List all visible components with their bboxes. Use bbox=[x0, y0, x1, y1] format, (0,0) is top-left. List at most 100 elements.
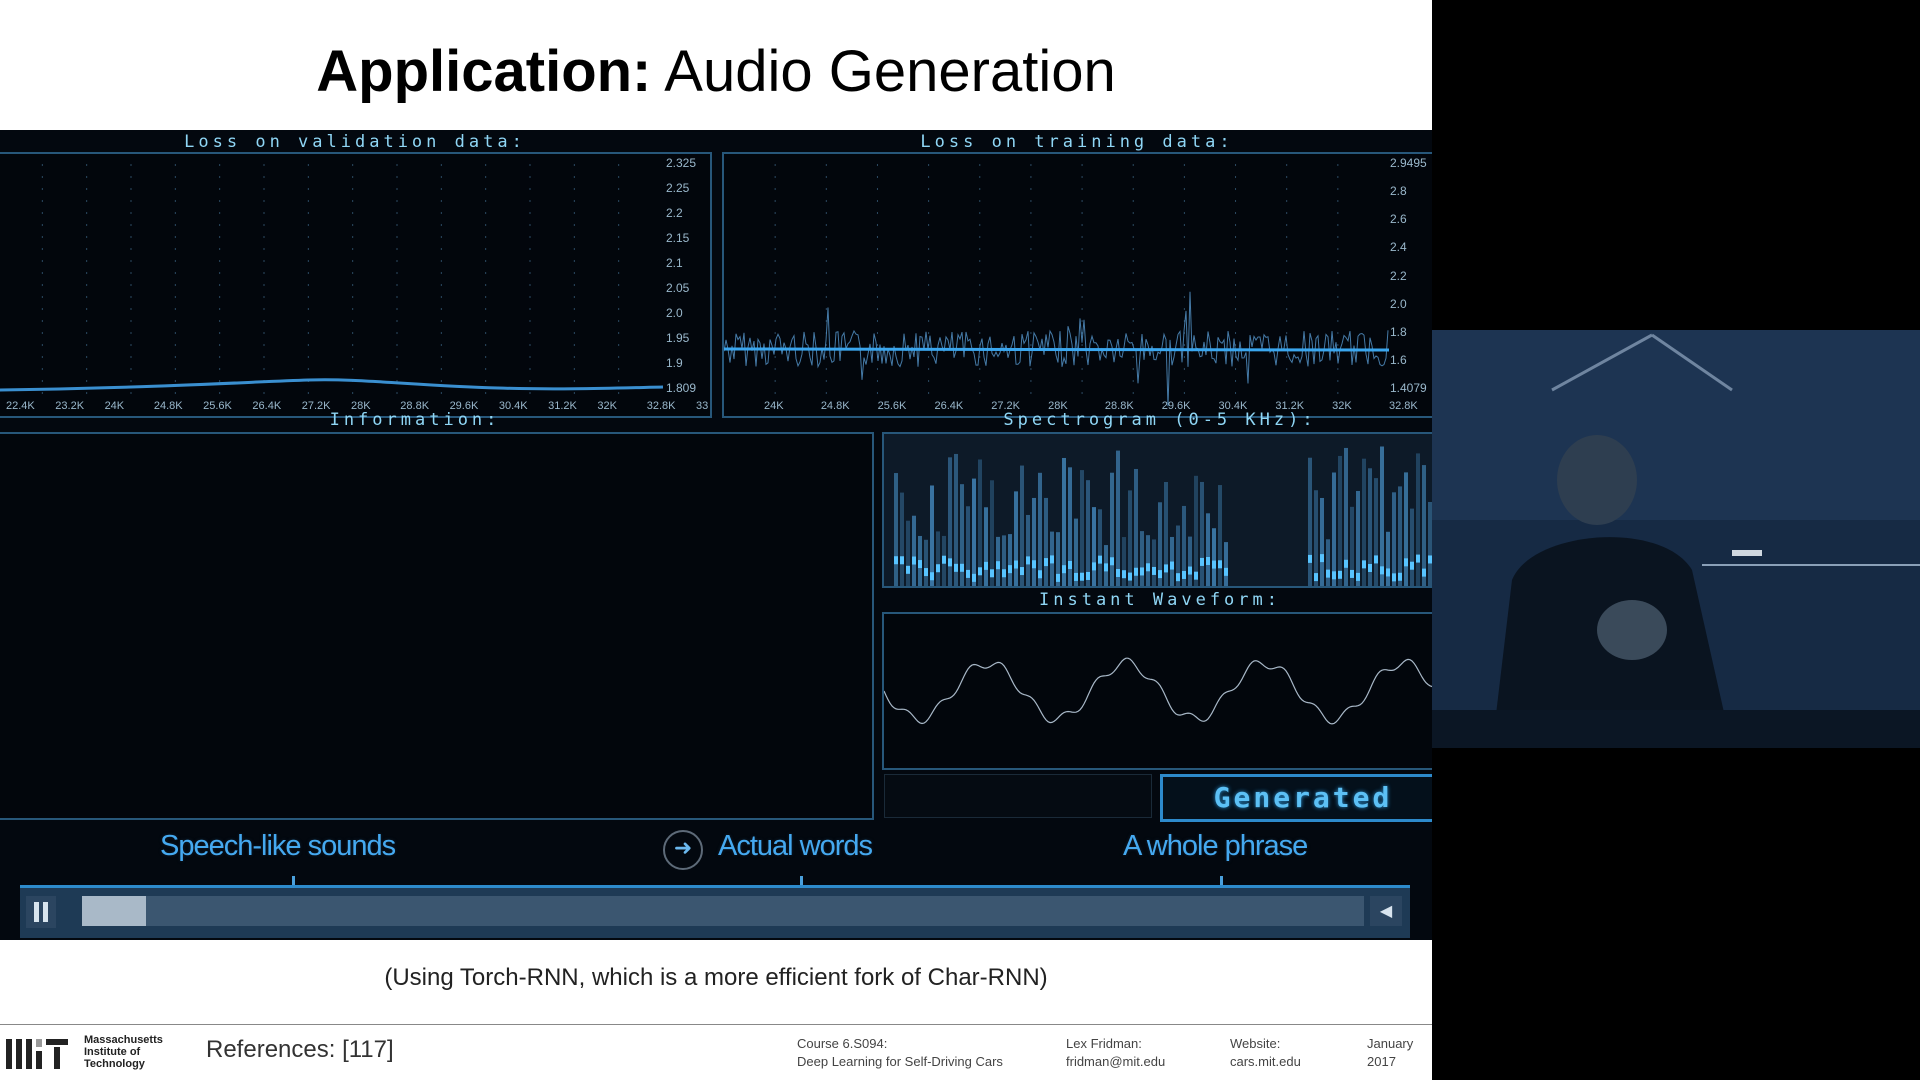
mit-logo-icon bbox=[6, 1039, 68, 1069]
waveform-plot bbox=[883, 657, 1432, 725]
training-x-tick: 26.4K bbox=[934, 400, 964, 412]
mit-line3: Technology bbox=[84, 1058, 145, 1070]
validation-y-tick: 2.325 bbox=[666, 156, 697, 170]
volume-icon[interactable]: ◀ bbox=[1370, 896, 1402, 926]
waveform-title: Instant Waveform: bbox=[1039, 590, 1281, 610]
training-x-tick: 24K bbox=[764, 400, 784, 412]
playback-control-bar: ◀ bbox=[20, 885, 1410, 938]
generated-label: Generated bbox=[1213, 781, 1393, 814]
validation-x-tick: 23.2K bbox=[55, 400, 85, 412]
information-title: Information: bbox=[329, 410, 501, 430]
training-loss-title: Loss on training data: bbox=[920, 132, 1234, 152]
training-y-tick: 2.2 bbox=[1390, 268, 1407, 283]
course-label: Course 6.S094: bbox=[797, 1036, 888, 1051]
spectrogram-image bbox=[884, 434, 1432, 586]
overlay-speech-like: Speech-like sounds bbox=[160, 830, 396, 862]
video-player[interactable]: Loss on validation data: 2.325 2.25 2.2 2.1… bbox=[0, 130, 1432, 940]
seek-bar[interactable] bbox=[82, 896, 1364, 926]
date-month: January bbox=[1367, 1036, 1414, 1051]
generated-mode-button[interactable]: Generated bbox=[1160, 774, 1432, 822]
training-y-tick: 2.9495 bbox=[1390, 156, 1427, 170]
lecturer-video-image bbox=[1432, 330, 1920, 748]
slide-title: Application: Audio Generation bbox=[0, 38, 1432, 105]
mit-line1: Massachusetts bbox=[84, 1034, 163, 1046]
validation-loss-panel: 2.325 2.25 2.2 2.15 2.1 2.05 2.0 1.95 1.9 1.809 2… bbox=[0, 152, 712, 418]
validation-y-tick: 2.15 bbox=[666, 231, 690, 245]
spectrogram-title: Spectrogram (0-5 KHz): bbox=[1003, 410, 1317, 430]
training-x-tick: 27.2K bbox=[991, 400, 1021, 412]
validation-x-tick: 24K bbox=[104, 400, 125, 412]
validation-loss-chart bbox=[0, 164, 664, 394]
course-info: Course 6.S094: Deep Learning for Self-Dr… bbox=[797, 1035, 1003, 1071]
references: References: [117] bbox=[206, 1036, 394, 1063]
validation-y-tick: 2.0 bbox=[666, 306, 683, 320]
validation-x-tick: 22.4K bbox=[6, 400, 35, 412]
overlay-actual-words: Actual words bbox=[718, 830, 873, 862]
mit-line2: Institute of bbox=[84, 1046, 141, 1058]
website-url: cars.mit.edu bbox=[1230, 1054, 1301, 1069]
overlay-whole-phrase: A whole phrase bbox=[1123, 830, 1308, 862]
marker-whole-phrase bbox=[1220, 876, 1223, 888]
date-info: January 2017 bbox=[1367, 1035, 1413, 1071]
arrow-right-icon: ➜ bbox=[663, 830, 703, 870]
training-x-tick: 24.8K bbox=[820, 400, 850, 412]
validation-y-tick: 1.95 bbox=[666, 331, 690, 345]
mit-wordmark: Massachusetts Institute of Technology bbox=[84, 1034, 163, 1070]
date-year: 2017 bbox=[1367, 1054, 1396, 1069]
slide: Application: Audio Generation Loss on va… bbox=[0, 0, 1432, 1080]
validation-x-tick: 30.4K bbox=[498, 400, 528, 412]
training-loss-panel: 2.9495 2.8 2.6 2.4 2.2 2.0 1.8 1.6 1.4079 24K 24.… bbox=[722, 152, 1432, 418]
validation-x-tick: 33 bbox=[696, 400, 709, 412]
training-x-tick: 29.6K bbox=[1161, 400, 1191, 412]
training-y-tick: 2.8 bbox=[1390, 184, 1407, 199]
author-label: Lex Fridman: bbox=[1066, 1036, 1142, 1051]
marker-speech-like bbox=[292, 876, 295, 888]
author-info: Lex Fridman: fridman@mit.edu bbox=[1066, 1035, 1165, 1071]
waveform-panel bbox=[882, 612, 1432, 770]
training-x-tick: 31.2K bbox=[1275, 400, 1305, 412]
training-x-tick: 32.8K bbox=[1389, 400, 1418, 412]
website-info: Website: cars.mit.edu bbox=[1230, 1035, 1301, 1071]
pause-button[interactable] bbox=[26, 896, 56, 928]
course-name: Deep Learning for Self-Driving Cars bbox=[797, 1054, 1003, 1069]
validation-y-tick: 2.1 bbox=[666, 256, 683, 270]
validation-loss-title: Loss on validation data: bbox=[184, 132, 526, 152]
validation-x-tick: 29.6K bbox=[449, 400, 479, 412]
validation-x-tick: 28.8K bbox=[400, 400, 430, 412]
seek-progress bbox=[82, 896, 147, 926]
validation-x-tick: 32.8K bbox=[646, 400, 676, 412]
validation-y-tick: 2.25 bbox=[666, 181, 690, 195]
training-x-tick: 25.6K bbox=[877, 400, 907, 412]
training-y-tick: 1.4079 bbox=[1390, 381, 1427, 395]
website-label: Website: bbox=[1230, 1036, 1281, 1051]
slide-footer: Massachusetts Institute of Technology Re… bbox=[0, 1024, 1432, 1080]
slide-caption: (Using Torch-RNN, which is a more effici… bbox=[384, 964, 1048, 991]
validation-x-tick: 31.2K bbox=[548, 400, 577, 412]
training-y-tick: 2.0 bbox=[1390, 296, 1407, 311]
training-x-tick: 28.8K bbox=[1104, 400, 1134, 412]
author-email: fridman@mit.edu bbox=[1066, 1054, 1166, 1069]
validation-x-tick: 32K bbox=[597, 400, 617, 412]
validation-x-tick: 24.8K bbox=[153, 400, 183, 412]
training-x-tick: 30.4K bbox=[1218, 400, 1248, 412]
title-rest: Audio Generation bbox=[651, 39, 1116, 104]
training-y-tick: 2.4 bbox=[1390, 240, 1407, 255]
lecturer-camera-feed bbox=[1432, 330, 1920, 748]
validation-x-tick: 26.4K bbox=[252, 400, 282, 412]
validation-x-tick: 28K bbox=[351, 400, 371, 412]
validation-x-tick: 25.6K bbox=[203, 400, 232, 412]
training-y-tick: 1.6 bbox=[1390, 352, 1407, 367]
training-y-tick: 1.8 bbox=[1390, 324, 1407, 339]
training-x-tick: 32K bbox=[1332, 400, 1352, 412]
pause-icon bbox=[34, 902, 39, 922]
marker-actual-words bbox=[800, 876, 803, 888]
dataset-mode-button[interactable] bbox=[884, 774, 1152, 818]
training-x-tick: 28K bbox=[1048, 400, 1068, 412]
validation-y-tick: 1.809 bbox=[666, 381, 697, 395]
validation-y-tick: 2.2 bbox=[666, 206, 683, 220]
spectrogram-panel bbox=[882, 432, 1432, 588]
validation-y-tick: 2.05 bbox=[666, 281, 690, 295]
training-loss-chart bbox=[724, 164, 1390, 407]
validation-x-tick: 27.2K bbox=[301, 400, 331, 412]
training-y-tick: 2.6 bbox=[1390, 212, 1407, 227]
